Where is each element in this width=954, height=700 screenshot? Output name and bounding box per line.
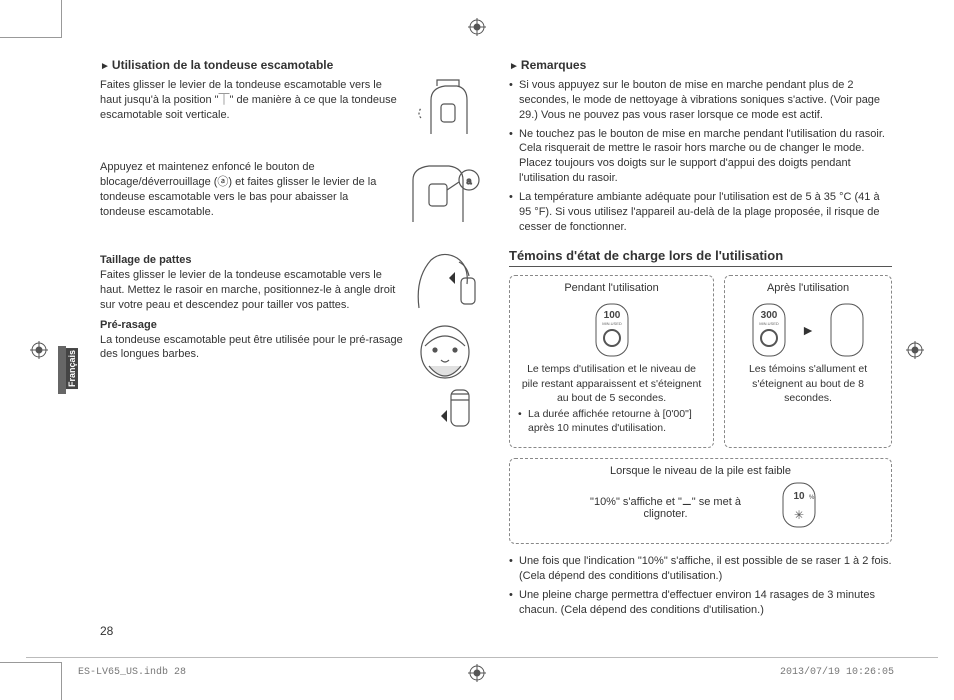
crop-mark [0, 24, 24, 38]
section-title-text: Utilisation de la tondeuse escamotable [112, 58, 333, 72]
status-caption: Pendant l'utilisation [518, 282, 705, 294]
page-number: 28 [100, 624, 113, 638]
instruction-block: Faites glisser le levier de la tondeuse … [100, 78, 483, 142]
list-item: Une pleine charge permettra d'effectuer … [509, 588, 892, 618]
list-item: Si vous appuyez sur le bouton de mise en… [509, 78, 892, 123]
status-row: Pendant l'utilisation 100MIN.USED Le tem… [509, 275, 892, 448]
page-content: ►Utilisation de la tondeuse escamotable … [100, 58, 892, 620]
svg-text:%: % [809, 495, 815, 501]
status-during-box: Pendant l'utilisation 100MIN.USED Le tem… [509, 275, 714, 448]
list-item: Ne touchez pas le bouton de mise en marc… [509, 127, 892, 186]
status-note: La durée affichée retourne à [0'00"] apr… [518, 407, 705, 435]
shaver-lock-button-illustration: a [399, 160, 483, 230]
list-item: Une fois que l'indication "10%" s'affich… [509, 554, 892, 584]
section-heading: ►Utilisation de la tondeuse escamotable [100, 58, 483, 72]
status-caption: Après l'utilisation [733, 282, 883, 294]
footer-left: ES-LV65_US.indb 28 [78, 667, 186, 678]
svg-text:MIN.USED: MIN.USED [759, 321, 779, 326]
crop-mark [24, 662, 62, 700]
svg-text:MIN.USED: MIN.USED [602, 321, 622, 326]
display-illustration: 100MIN.USED [592, 302, 632, 358]
footer-rule [26, 657, 938, 658]
shaver-trimmer-up-illustration [411, 78, 483, 142]
instruction-text: Appuyez et maintenez enfoncé le bouton d… [100, 160, 391, 224]
crop-mark [0, 662, 24, 676]
right-column: ►Remarques Si vous appuyez sur le bouton… [509, 58, 892, 620]
registration-mark-icon [30, 341, 48, 359]
registration-mark-icon [906, 341, 924, 359]
remarks-list: Si vous appuyez sur le bouton de mise en… [509, 78, 892, 234]
status-after-box: Après l'utilisation 300MIN.USED ► Les té… [724, 275, 892, 448]
svg-text:10: 10 [793, 491, 805, 502]
registration-mark-icon [468, 18, 486, 36]
crop-mark [24, 0, 62, 38]
triangle-icon: ► [100, 61, 110, 72]
display-illustration: 300MIN.USED ► [749, 302, 867, 358]
sub-heading: Pré-rasage [100, 319, 403, 331]
svg-text:✳: ✳ [793, 508, 803, 522]
registration-mark-icon [468, 664, 486, 682]
list-item: La température ambiante adéquate pour l'… [509, 190, 892, 235]
arrow-icon: ► [801, 322, 815, 338]
low-display-illustration: 10% ✳ [777, 481, 821, 533]
status-caption: Lorsque le niveau de la pile est faible [520, 465, 881, 477]
instruction-text: Faites glisser le levier de la tondeuse … [100, 78, 403, 136]
status-desc: Les témoins s'allument et s'éteignent au… [733, 362, 883, 405]
section-heading: ►Remarques [509, 58, 892, 72]
instruction-text: La tondeuse escamotable peut être utilis… [100, 333, 403, 363]
status-desc: Le temps d'utilisation et le niveau de p… [518, 362, 705, 405]
status-heading: Témoins d'état de charge lors de l'utili… [509, 248, 892, 267]
sub-heading: Taillage de pattes [100, 254, 403, 266]
instruction-block: Taillage de pattes Faites glisser le lev… [100, 248, 483, 442]
svg-text:300: 300 [761, 310, 778, 321]
language-tab-bg [58, 346, 66, 394]
low-text: "10%" s'affiche et "⚊" se met à clignote… [581, 495, 751, 520]
sideburn-trim-illustration [411, 248, 483, 312]
instruction-block: Appuyez et maintenez enfoncé le bouton d… [100, 160, 483, 230]
triangle-icon: ► [509, 61, 519, 72]
remarks-title-text: Remarques [521, 58, 586, 72]
language-tab: Français [66, 348, 78, 389]
instruction-text: Faites glisser le levier de la tondeuse … [100, 268, 403, 313]
footer-right: 2013/07/19 10:26:05 [780, 667, 894, 678]
svg-text:a: a [466, 176, 471, 186]
preshave-face-illustration [411, 322, 483, 442]
display-value: 100 [603, 310, 620, 321]
left-column: ►Utilisation de la tondeuse escamotable … [100, 58, 483, 620]
footer-notes-list: Une fois que l'indication "10%" s'affich… [509, 554, 892, 617]
status-low-box: Lorsque le niveau de la pile est faible … [509, 458, 892, 544]
